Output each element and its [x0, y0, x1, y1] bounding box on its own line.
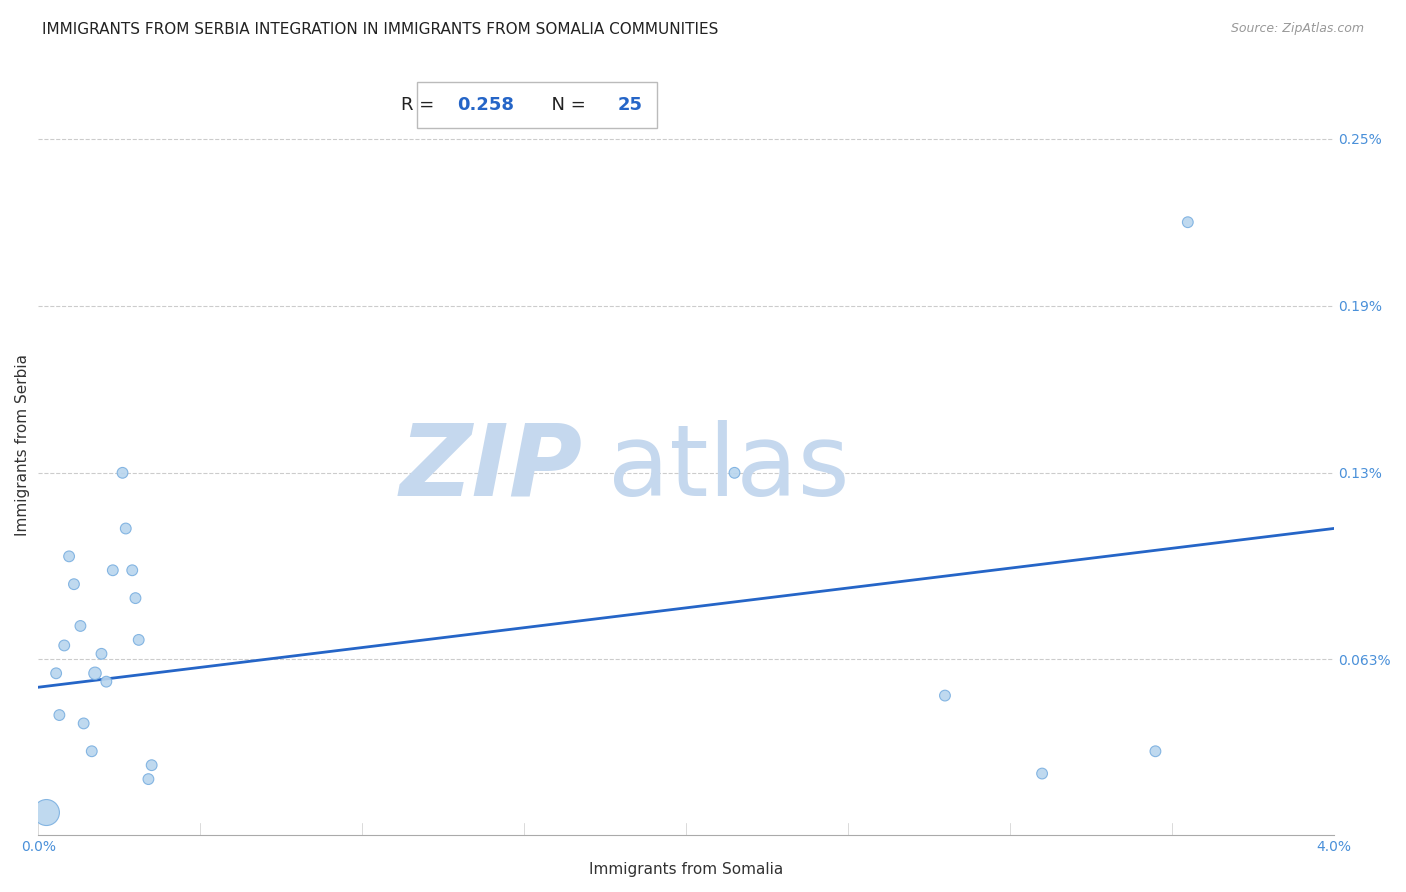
Text: 0.258: 0.258	[457, 96, 513, 114]
Point	[723, 466, 745, 480]
Point	[96, 674, 118, 689]
Text: N =: N =	[540, 96, 591, 114]
Point	[138, 772, 160, 786]
Point	[80, 744, 103, 758]
Text: IMMIGRANTS FROM SERBIA INTEGRATION IN IMMIGRANTS FROM SOMALIA COMMUNITIES: IMMIGRANTS FROM SERBIA INTEGRATION IN IM…	[42, 22, 718, 37]
Text: Source: ZipAtlas.com: Source: ZipAtlas.com	[1230, 22, 1364, 36]
X-axis label: Immigrants from Somalia: Immigrants from Somalia	[589, 862, 783, 877]
Y-axis label: Immigrants from Serbia: Immigrants from Serbia	[15, 354, 30, 536]
Point	[45, 666, 67, 681]
Point	[114, 521, 136, 535]
Point	[1144, 744, 1167, 758]
Point	[84, 666, 107, 681]
Point	[101, 563, 124, 577]
Point	[35, 805, 58, 820]
Point	[63, 577, 86, 591]
Text: R =: R =	[401, 96, 440, 114]
Point	[73, 716, 96, 731]
Point	[48, 708, 70, 723]
Point	[53, 639, 76, 653]
Point	[1177, 215, 1199, 229]
Text: 25: 25	[617, 96, 643, 114]
Point	[141, 758, 163, 772]
Point	[1031, 766, 1053, 780]
Text: atlas: atlas	[609, 420, 849, 516]
Point	[934, 689, 956, 703]
Text: ZIP: ZIP	[399, 420, 582, 516]
Point	[128, 632, 150, 647]
Point	[111, 466, 134, 480]
Point	[124, 591, 146, 606]
Point	[121, 563, 143, 577]
Point	[90, 647, 112, 661]
FancyBboxPatch shape	[418, 82, 657, 128]
Point	[69, 619, 91, 633]
Point	[58, 549, 80, 564]
